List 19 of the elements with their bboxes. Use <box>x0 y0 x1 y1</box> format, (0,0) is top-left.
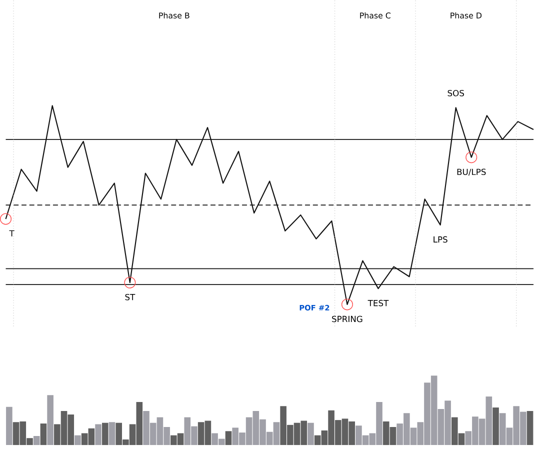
annotation: BU/LPS <box>457 168 486 176</box>
bar <box>74 435 81 446</box>
bar <box>225 431 232 446</box>
bar <box>102 422 108 446</box>
annotation: LPS <box>434 236 448 243</box>
bar <box>95 424 102 446</box>
bar <box>47 395 54 446</box>
bar <box>108 422 116 446</box>
bar <box>40 424 47 446</box>
bar <box>6 406 12 446</box>
bar <box>526 411 534 446</box>
annotation: SPRING <box>332 316 362 322</box>
annotation: ST <box>125 294 136 300</box>
bar <box>308 422 314 446</box>
annotation: SOS <box>448 90 464 96</box>
annotation: T <box>9 230 14 237</box>
bar <box>33 436 40 446</box>
bar <box>492 408 499 446</box>
annotation: TEST <box>368 300 389 306</box>
